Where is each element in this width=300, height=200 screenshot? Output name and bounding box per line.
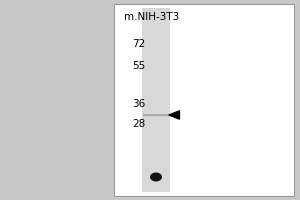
Text: m.NIH-3T3: m.NIH-3T3 (124, 12, 179, 22)
Text: 28: 28 (132, 119, 146, 129)
Ellipse shape (150, 172, 162, 182)
Bar (114, 4, 294, 196)
Text: 55: 55 (132, 61, 146, 71)
Text: 36: 36 (132, 99, 146, 109)
Polygon shape (169, 111, 179, 119)
Text: 72: 72 (132, 39, 146, 49)
Bar (142, 8, 170, 192)
